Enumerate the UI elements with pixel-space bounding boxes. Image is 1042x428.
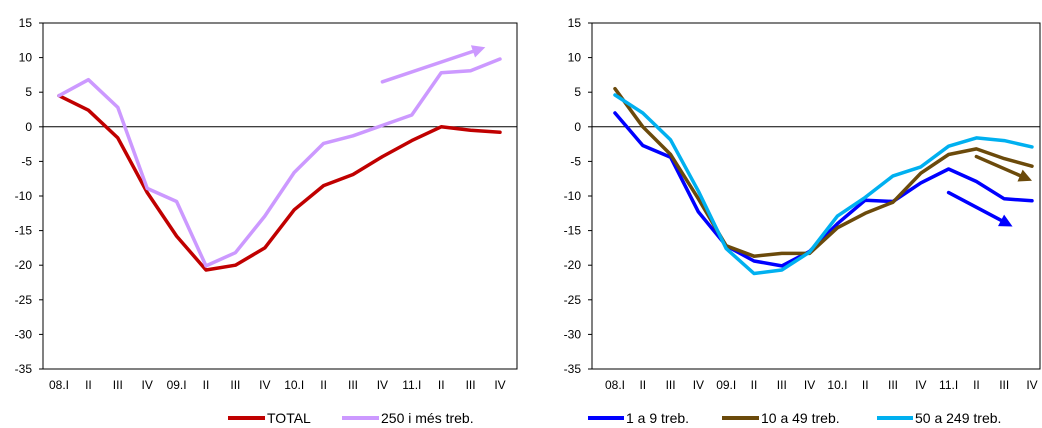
x-tick-label: III bbox=[348, 378, 358, 392]
series-line-2 bbox=[613, 86, 1034, 258]
trend-arrowhead bbox=[998, 214, 1013, 227]
x-tick-label: II bbox=[438, 378, 445, 392]
y-tick-label: 5 bbox=[25, 85, 32, 99]
x-tick-label: IV bbox=[142, 378, 153, 392]
y-tick-label: -10 bbox=[15, 189, 33, 203]
series-line-3 bbox=[613, 93, 1034, 276]
legend-label: 1 a 9 treb. bbox=[626, 410, 689, 426]
x-tick-label: III bbox=[113, 378, 123, 392]
legend-label: 250 i més treb. bbox=[381, 410, 474, 426]
x-tick-label: IV bbox=[377, 378, 388, 392]
x-tick-label: IV bbox=[804, 378, 815, 392]
y-tick-label: -5 bbox=[570, 154, 581, 168]
y-tick-label: 15 bbox=[19, 16, 33, 30]
series-line-1 bbox=[57, 93, 502, 272]
x-tick-label: IV bbox=[1026, 378, 1037, 392]
trend-arrowhead bbox=[470, 45, 486, 58]
x-tick-label: 09.I bbox=[167, 378, 187, 392]
x-tick-label: III bbox=[999, 378, 1009, 392]
y-tick-label: -25 bbox=[15, 293, 33, 307]
x-tick-label: II bbox=[203, 378, 210, 392]
y-tick-label: -35 bbox=[15, 362, 33, 376]
y-tick-label: 0 bbox=[574, 120, 581, 134]
x-tick-label: IV bbox=[259, 378, 270, 392]
x-tick-label: 10.I bbox=[827, 378, 847, 392]
y-tick-label: -35 bbox=[564, 362, 582, 376]
y-tick-label: 5 bbox=[574, 85, 581, 99]
x-tick-label: 11.I bbox=[402, 378, 421, 392]
x-tick-label: III bbox=[466, 378, 476, 392]
y-tick-label: 10 bbox=[568, 51, 582, 65]
trend-arrow bbox=[946, 190, 1003, 223]
x-tick-label: III bbox=[777, 378, 787, 392]
x-tick-label: 08.I bbox=[49, 378, 69, 392]
x-tick-label: 09.I bbox=[716, 378, 736, 392]
trend-arrow bbox=[380, 49, 475, 84]
x-tick-label: III bbox=[666, 378, 676, 392]
x-tick-label: III bbox=[230, 378, 240, 392]
x-tick-label: IV bbox=[915, 378, 926, 392]
y-tick-label: -20 bbox=[564, 258, 582, 272]
x-tick-label: II bbox=[751, 378, 758, 392]
x-tick-label: III bbox=[888, 378, 898, 392]
y-tick-label: -30 bbox=[564, 327, 582, 341]
y-tick-label: 0 bbox=[25, 120, 32, 134]
y-tick-label: -20 bbox=[15, 258, 33, 272]
y-tick-label: -15 bbox=[15, 224, 33, 238]
y-tick-label: 10 bbox=[19, 51, 33, 65]
series-line-1 bbox=[613, 111, 1034, 268]
x-tick-label: IV bbox=[693, 378, 704, 392]
y-tick-label: 15 bbox=[568, 16, 582, 30]
y-tick-label: -10 bbox=[564, 189, 582, 203]
x-tick-label: II bbox=[85, 378, 92, 392]
x-tick-label: 08.I bbox=[605, 378, 625, 392]
legend-label: 10 a 49 treb. bbox=[761, 410, 840, 426]
y-tick-label: -25 bbox=[564, 293, 582, 307]
legend-label: TOTAL bbox=[267, 410, 311, 426]
x-tick-label: II bbox=[862, 378, 869, 392]
x-tick-label: IV bbox=[494, 378, 505, 392]
plot-area bbox=[591, 22, 1041, 370]
legend-label: 50 a 249 treb. bbox=[915, 410, 1001, 426]
trend-arrow bbox=[974, 154, 1022, 178]
y-tick-label: -5 bbox=[21, 154, 32, 168]
x-tick-label: II bbox=[973, 378, 980, 392]
y-tick-label: -15 bbox=[564, 224, 582, 238]
x-tick-label: II bbox=[639, 378, 646, 392]
series-line-2 bbox=[57, 57, 502, 268]
trend-arrowhead bbox=[1017, 169, 1032, 182]
y-tick-label: -30 bbox=[15, 327, 33, 341]
x-tick-label: 10.I bbox=[284, 378, 304, 392]
x-tick-label: II bbox=[320, 378, 327, 392]
x-tick-label: 11.I bbox=[939, 378, 958, 392]
